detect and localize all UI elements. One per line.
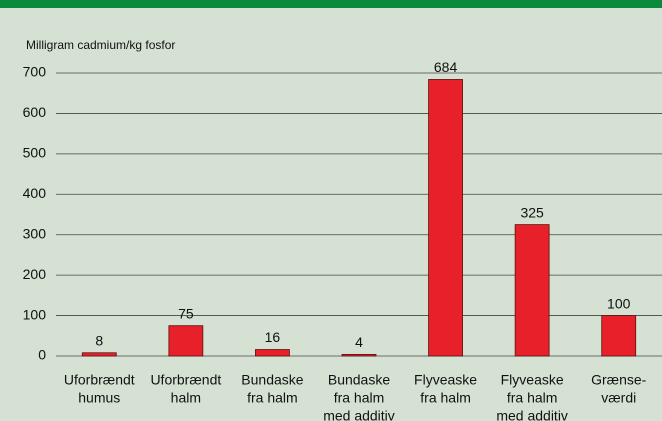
x-tick-label: fra halm <box>247 390 298 406</box>
x-tick-label: Grænse- <box>591 372 647 388</box>
bar <box>428 79 463 357</box>
value-label: 16 <box>265 329 281 345</box>
x-tick-label: Flyveaske <box>414 372 477 388</box>
bar <box>168 325 204 357</box>
y-tick-label: 0 <box>38 347 46 363</box>
x-tick-label: fra halm <box>420 390 471 406</box>
value-label: 100 <box>607 295 631 311</box>
x-tick-label: halm <box>171 390 201 406</box>
y-tick-label: 500 <box>23 145 47 161</box>
x-tick-label: Bundaske <box>328 372 390 388</box>
bar <box>81 352 117 357</box>
bar <box>514 224 550 357</box>
x-tick-label: med additiv <box>323 408 395 421</box>
y-tick-label: 600 <box>23 104 47 120</box>
x-tick-label: værdi <box>601 390 636 406</box>
x-tick-label: Uforbrændt <box>150 372 221 388</box>
header-bar <box>0 0 662 8</box>
x-tick-label: humus <box>78 390 120 406</box>
value-label: 75 <box>178 305 194 321</box>
bar <box>255 349 290 357</box>
y-tick-label: 300 <box>23 225 47 241</box>
x-tick-label: Flyveaske <box>501 372 564 388</box>
x-tick-label: fra halm <box>507 390 558 406</box>
value-label: 684 <box>434 59 458 75</box>
value-label: 4 <box>355 334 363 350</box>
x-tick-label: fra halm <box>334 390 385 406</box>
y-tick-label: 200 <box>23 266 47 282</box>
y-tick-label: 100 <box>23 306 47 322</box>
y-tick-label: 400 <box>23 185 47 201</box>
x-tick-label: Uforbrændt <box>64 372 135 388</box>
value-label: 8 <box>95 332 103 348</box>
y-axis-label: Milligram cadmium/kg fosfor <box>26 38 175 52</box>
bar <box>601 315 637 357</box>
value-label: 325 <box>520 204 544 220</box>
x-tick-label: Bundaske <box>241 372 303 388</box>
x-tick-label: med additiv <box>496 408 568 421</box>
bar <box>341 353 377 357</box>
y-tick-label: 700 <box>23 64 47 80</box>
